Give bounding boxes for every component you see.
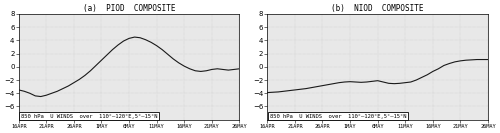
Text: 850 hPa  U WINDS  over  110°–120°E,5°–15°N: 850 hPa U WINDS over 110°–120°E,5°–15°N bbox=[21, 114, 158, 119]
Title: (b)  NIOD  COMPOSITE: (b) NIOD COMPOSITE bbox=[332, 4, 424, 13]
Title: (a)  PIOD  COMPOSITE: (a) PIOD COMPOSITE bbox=[83, 4, 176, 13]
Text: 850 hPa  U WINDS  over  110°–120°E,5°–15°N: 850 hPa U WINDS over 110°–120°E,5°–15°N bbox=[270, 114, 406, 119]
